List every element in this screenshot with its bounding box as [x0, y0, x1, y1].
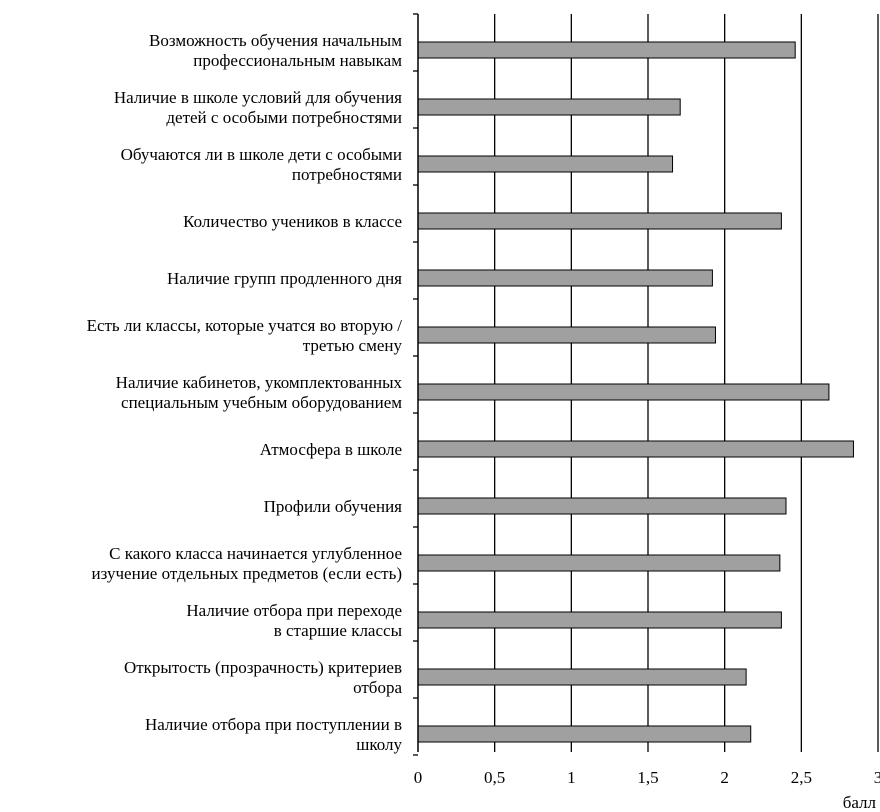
bar-4	[417, 269, 713, 287]
bar-12	[417, 725, 752, 743]
grid-lines	[494, 14, 879, 752]
category-label-7: Атмосфера в школе	[260, 440, 402, 459]
bar-1	[417, 98, 681, 116]
x-tick-label-5: 2,5	[791, 768, 812, 787]
category-label-8: Профили обучения	[264, 497, 403, 516]
bar-0	[417, 41, 796, 59]
x-axis-unit-label: балл	[843, 793, 877, 812]
category-label-4-line-0: Наличие групп продленного дня	[167, 269, 402, 288]
x-tick-label-3: 1,5	[637, 768, 658, 787]
category-labels: Возможность обучения начальным профессион…	[87, 31, 403, 754]
bar-11	[417, 668, 747, 686]
category-label-10: Наличие отбора при переходе в старшие кла…	[186, 601, 402, 640]
category-label-0: Возможность обучения начальным профессион…	[149, 31, 402, 70]
category-label-6-line-1: специальным учебным оборудованием	[121, 393, 402, 412]
category-label-4: Наличие групп продленного дня	[167, 269, 402, 288]
category-label-1: Наличие в школе условий для обучения дете…	[114, 88, 402, 127]
category-label-10-line-1: в старшие классы	[274, 621, 403, 640]
category-label-3: Количество учеников в классе	[183, 212, 402, 231]
x-tick-label-4: 2	[720, 768, 729, 787]
x-tick-label-0: 0	[414, 768, 423, 787]
category-label-0-line-0: Возможность обучения начальным	[149, 31, 402, 50]
category-label-9: С какого класса начинается углубленное из…	[92, 544, 402, 583]
category-label-12-line-0: Наличие отбора при поступлении в	[145, 715, 402, 734]
category-label-0-line-1: профессиональным навыкам	[193, 51, 402, 70]
x-tick-labels: 0 0,5 1 1,5 2 2,5 3	[414, 768, 880, 787]
category-label-9-line-0: С какого класса начинается углубленное	[109, 544, 402, 563]
bar-9	[417, 554, 781, 572]
category-label-12-line-1: школу	[356, 735, 402, 754]
category-label-2-line-1: потребностями	[292, 165, 402, 184]
category-label-8-line-0: Профили обучения	[264, 497, 403, 516]
category-label-11-line-1: отбора	[353, 678, 402, 697]
category-label-3-line-0: Количество учеников в классе	[183, 212, 402, 231]
bar-10	[417, 611, 782, 629]
bar-7	[417, 440, 854, 458]
category-label-1-line-1: детей с особыми потребностями	[166, 108, 402, 127]
bar-8	[417, 497, 787, 515]
category-label-9-line-1: изучение отдельных предметов (если есть)	[92, 564, 402, 583]
y-axis	[413, 13, 419, 756]
x-tick-label-2: 1	[567, 768, 576, 787]
category-label-5-line-1: третью смену	[303, 336, 403, 355]
x-tick-label-6: 3	[874, 768, 880, 787]
category-label-12: Наличие отбора при поступлении в школу	[145, 715, 403, 754]
category-label-7-line-0: Атмосфера в школе	[260, 440, 402, 459]
category-label-6-line-0: Наличие кабинетов, укомплектованных	[116, 373, 403, 392]
category-label-2: Обучаются ли в школе дети с особыми потре…	[121, 145, 402, 184]
category-label-11: Открытость (прозрачность) критериев отбор…	[124, 658, 402, 697]
bar-6	[417, 383, 830, 401]
bar-5	[417, 326, 716, 344]
bars	[417, 41, 854, 743]
category-label-6: Наличие кабинетов, укомплектованных специ…	[116, 373, 403, 412]
category-label-2-line-0: Обучаются ли в школе дети с особыми	[121, 145, 402, 164]
bar-2	[417, 155, 674, 173]
category-label-1-line-0: Наличие в школе условий для обучения	[114, 88, 402, 107]
category-label-5: Есть ли классы, которые учатся во вторую…	[87, 316, 403, 355]
category-label-11-line-0: Открытость (прозрачность) критериев	[124, 658, 402, 677]
category-label-10-line-0: Наличие отбора при переходе	[186, 601, 402, 620]
category-label-5-line-0: Есть ли классы, которые учатся во вторую…	[87, 316, 403, 335]
bar-3	[417, 212, 782, 230]
x-tick-label-1: 0,5	[484, 768, 505, 787]
